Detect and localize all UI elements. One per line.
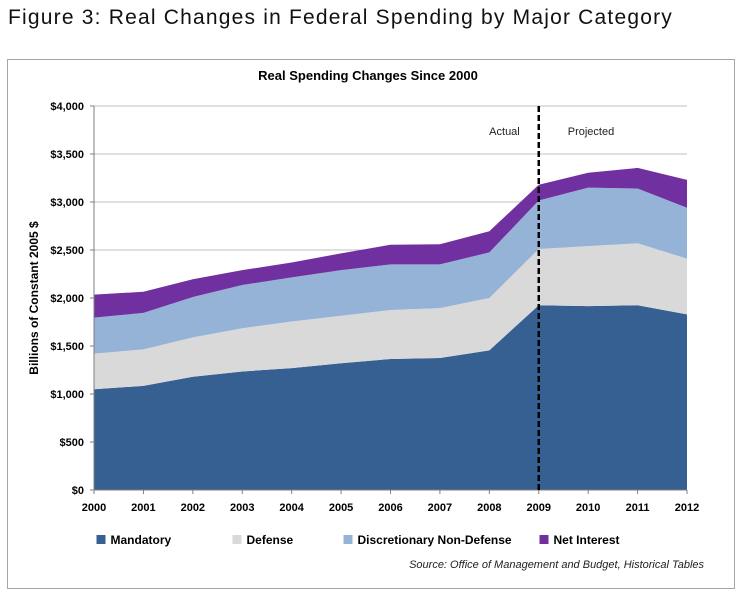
actual-label: Actual <box>489 126 520 138</box>
axes <box>90 105 688 494</box>
legend-label: Mandatory <box>111 533 172 547</box>
x-tick-label: 2009 <box>527 502 551 514</box>
legend-swatch <box>232 535 242 544</box>
x-tick-label: 2010 <box>576 502 600 514</box>
legend-label: Discretionary Non-Defense <box>358 533 512 547</box>
legend: Mandatory Defense Discretionary Non-Defens… <box>96 533 620 547</box>
projected-label: Projected <box>568 126 614 138</box>
y-tick-label: $500 <box>60 437 84 449</box>
actual-projected-divider: Actual Projected <box>489 106 614 490</box>
y-tick-label: $2,000 <box>50 293 84 305</box>
legend-label: Net Interest <box>554 533 620 547</box>
x-tick-label: 2001 <box>131 502 155 514</box>
x-tick-label: 2006 <box>378 502 402 514</box>
x-tick-label: 2002 <box>181 502 205 514</box>
legend-swatch <box>343 535 353 544</box>
x-tick-label: 2000 <box>82 502 106 514</box>
legend-swatch <box>96 535 106 544</box>
y-tick-label: $2,500 <box>50 245 84 257</box>
y-axis-label: Billions of Constant 2005 $ <box>27 221 41 375</box>
x-tick-label: 2007 <box>428 502 452 514</box>
chart-title: Real Spending Changes Since 2000 <box>258 68 478 83</box>
tick-labels: $0 $500 $1,000 $1,500 $2,000 $2,500 $3,000 $3,5… <box>50 101 699 514</box>
x-tick-label: 2011 <box>626 502 650 514</box>
x-tick-label: 2008 <box>477 502 501 514</box>
source-note: Source: Office of Management and Budget,… <box>409 559 704 571</box>
area-net-interest <box>94 167 687 318</box>
y-tick-label: $1,000 <box>50 389 84 401</box>
y-tick-label: $3,500 <box>50 149 84 161</box>
y-tick-label: $4,000 <box>50 101 84 113</box>
legend-swatch <box>539 535 549 544</box>
x-tick-label: 2004 <box>279 502 304 514</box>
figure-title: Figure 3: Real Changes in Federal Spendi… <box>8 6 673 29</box>
area-series <box>94 167 687 490</box>
y-tick-label: $0 <box>72 485 84 497</box>
y-tick-label: $3,000 <box>50 197 84 209</box>
x-tick-label: 2012 <box>675 502 699 514</box>
legend-label: Defense <box>247 533 294 547</box>
x-tick-label: 2005 <box>329 502 353 514</box>
y-tick-label: $1,500 <box>50 341 84 353</box>
x-tick-label: 2003 <box>230 502 254 514</box>
area-discretionary-non-defense <box>94 187 687 354</box>
